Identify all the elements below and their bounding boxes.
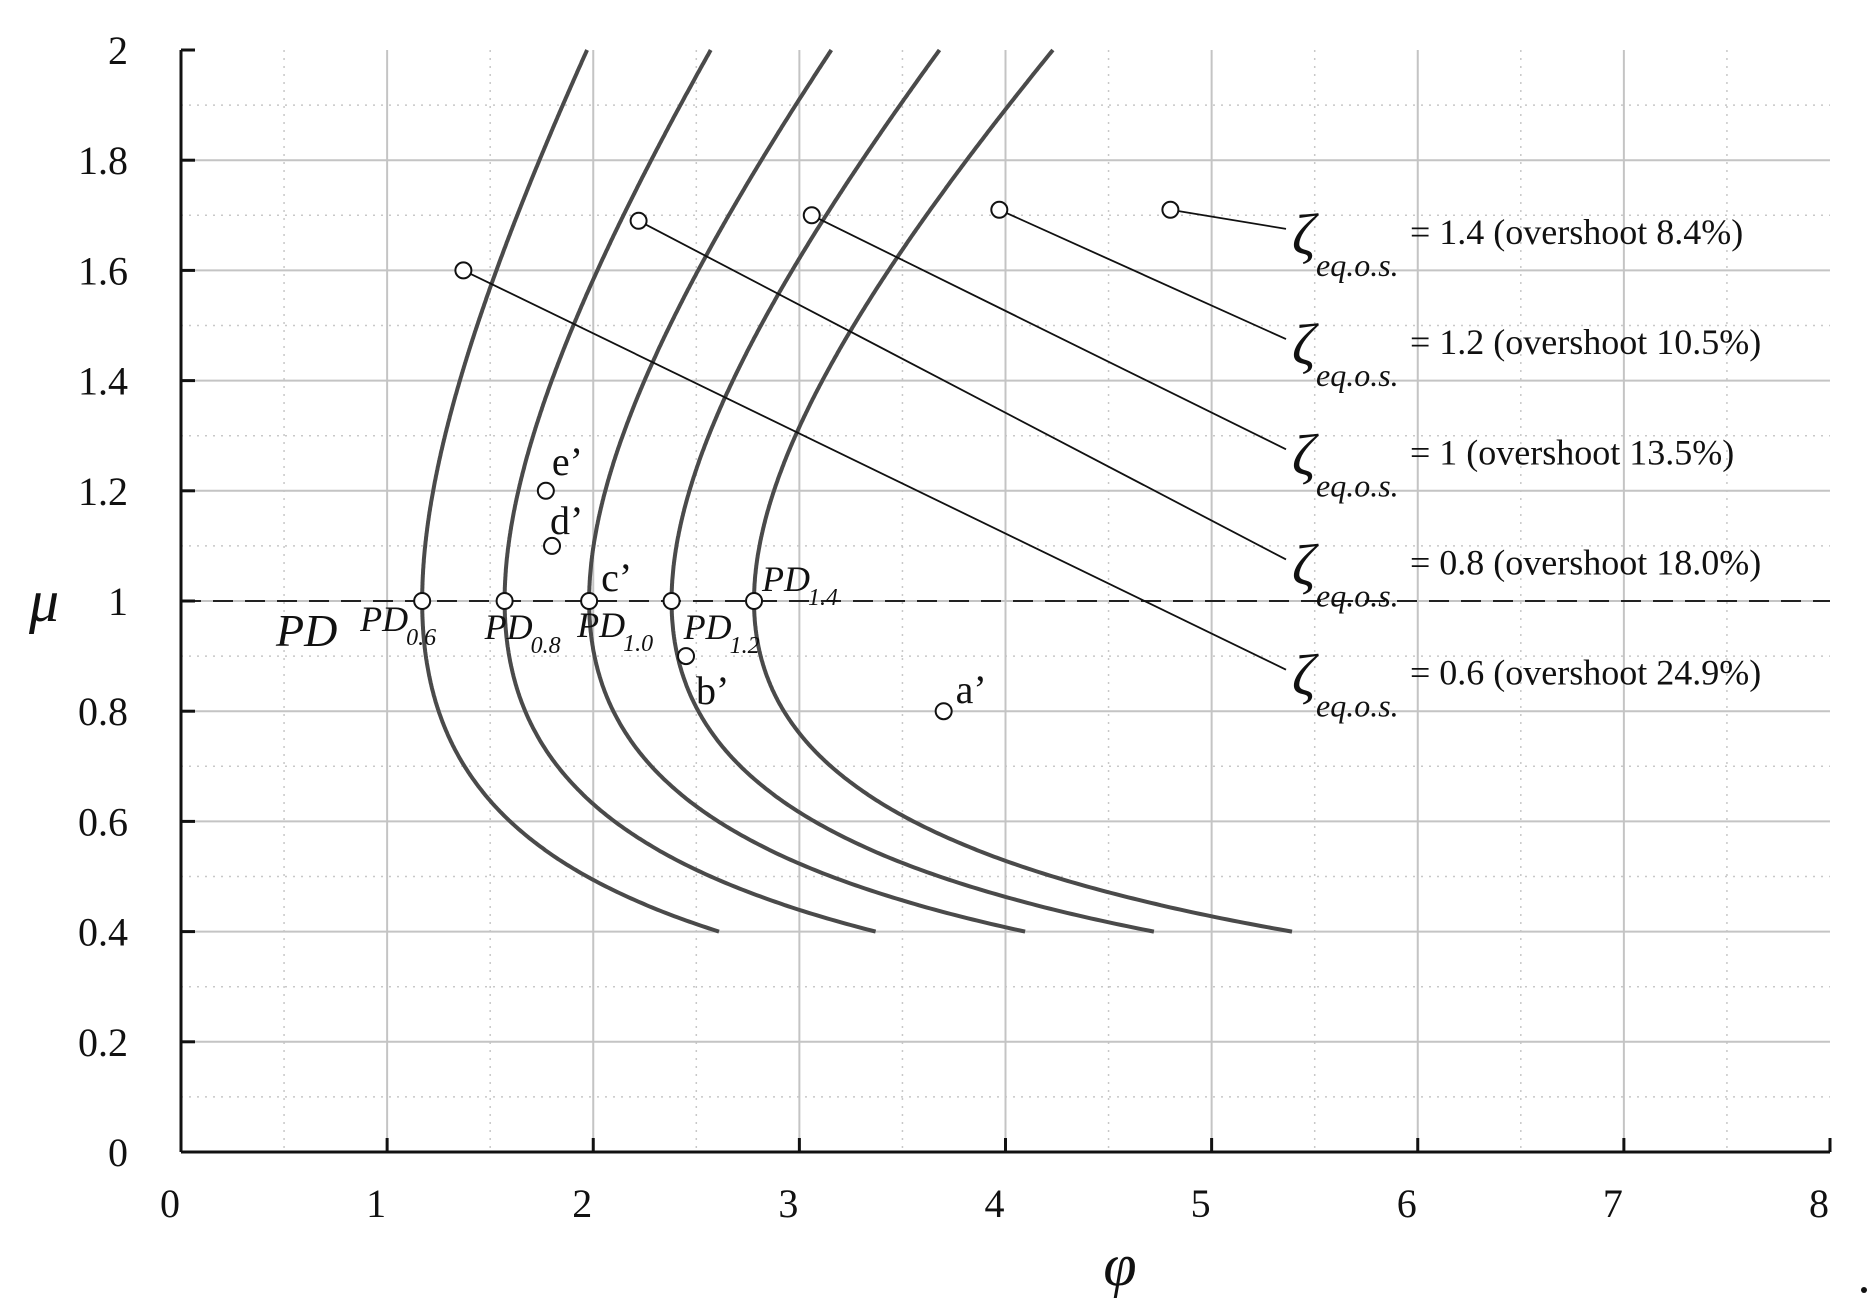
annotation-leader-line bbox=[1170, 208, 1287, 230]
curve-zeta-1.4 bbox=[752, 48, 1293, 934]
zeta-subscript: eq.o.s. bbox=[1316, 688, 1399, 724]
annotation-marker-point bbox=[454, 261, 473, 280]
zeta-symbol: ζ bbox=[1292, 312, 1319, 377]
marker-points bbox=[413, 200, 1180, 721]
x-tick-label: 8 bbox=[1809, 1181, 1829, 1226]
y-tick-label: 1.2 bbox=[78, 469, 128, 514]
zeta-symbol: ζ bbox=[1292, 422, 1319, 487]
pd-marker-point bbox=[745, 592, 764, 610]
y-tick-label: 1.6 bbox=[78, 248, 128, 293]
pd-point-subscript: 1.4 bbox=[808, 585, 838, 611]
curve-zeta-1 bbox=[587, 48, 1026, 934]
pd-marker-point bbox=[413, 592, 432, 610]
pd-point-subscript: 0.8 bbox=[531, 633, 561, 659]
pd-point-label: PD bbox=[359, 599, 408, 639]
curves bbox=[420, 48, 1293, 934]
trailing-dot bbox=[1861, 1287, 1867, 1293]
zeta-subscript: eq.o.s. bbox=[1316, 247, 1399, 283]
point-label: d’ bbox=[550, 498, 583, 543]
annotation-marker-point bbox=[1161, 200, 1180, 219]
y-tick-label: 0.8 bbox=[78, 689, 128, 734]
pd-point-label: PD bbox=[761, 559, 810, 599]
zeta-subscript: eq.o.s. bbox=[1316, 467, 1399, 503]
labeled-marker-point bbox=[677, 647, 696, 666]
y-axis-title: μ bbox=[28, 568, 59, 634]
curve-zeta-0.8 bbox=[502, 49, 877, 934]
reference-line-label: PD bbox=[275, 605, 337, 656]
point-label: e’ bbox=[552, 439, 583, 484]
labeled-marker-point bbox=[934, 702, 953, 721]
x-tick-label: 7 bbox=[1603, 1181, 1623, 1226]
zeta-subscript: eq.o.s. bbox=[1316, 577, 1399, 613]
annotation-leader-line bbox=[462, 269, 1287, 671]
zeta-symbol: ζ bbox=[1292, 643, 1319, 708]
annotation-leader-line bbox=[811, 214, 1287, 451]
overshoot-annotation-text: = 0.6 (overshoot 24.9%) bbox=[1410, 653, 1761, 693]
annotation-marker-point bbox=[629, 211, 648, 230]
x-tick-label: 3 bbox=[778, 1181, 798, 1226]
x-axis-title: φ bbox=[1103, 1232, 1136, 1298]
curve-zeta-0.6 bbox=[420, 49, 720, 934]
x-tick-label: 4 bbox=[985, 1181, 1005, 1226]
x-tick-label: 0 bbox=[160, 1181, 180, 1226]
x-tick-label: 5 bbox=[1191, 1181, 1211, 1226]
pd-marker-point bbox=[580, 592, 599, 610]
annotation-leader-line bbox=[998, 208, 1287, 340]
annotation-marker-point bbox=[990, 200, 1009, 219]
pd-point-label: PD bbox=[683, 607, 732, 647]
pd-point-subscript: 1.2 bbox=[730, 633, 760, 659]
y-tick-label: 0.4 bbox=[78, 910, 128, 955]
overshoot-annotation-text: = 1 (overshoot 13.5%) bbox=[1410, 432, 1734, 472]
annotation-leader-lines bbox=[462, 208, 1287, 671]
pd-point-subscript: 1.0 bbox=[623, 631, 653, 657]
overshoot-annotation-text: = 0.8 (overshoot 18.0%) bbox=[1410, 542, 1761, 582]
pd-point-label: PD bbox=[484, 607, 533, 647]
pd-marker-point bbox=[495, 592, 514, 610]
point-label: c’ bbox=[601, 555, 632, 600]
annotation-leader-line bbox=[638, 220, 1287, 561]
y-tick-label: 0.2 bbox=[78, 1020, 128, 1065]
y-tick-label: 0 bbox=[108, 1130, 128, 1175]
y-tick-label: 2 bbox=[108, 28, 128, 73]
x-tick-label: 6 bbox=[1397, 1181, 1417, 1226]
y-tick-label: 0.6 bbox=[78, 799, 128, 844]
overshoot-annotation-text: = 1.2 (overshoot 10.5%) bbox=[1410, 322, 1761, 362]
y-tick-label: 1 bbox=[108, 579, 128, 624]
x-tick-label: 2 bbox=[572, 1181, 592, 1226]
annotation-marker-point bbox=[802, 206, 821, 225]
x-tick-label: 1 bbox=[366, 1181, 386, 1226]
axes bbox=[179, 48, 1832, 1154]
pd-point-label: PD bbox=[576, 605, 625, 645]
labeled-marker-point bbox=[543, 536, 562, 555]
point-label: a’ bbox=[956, 667, 987, 712]
point-label: b’ bbox=[696, 668, 729, 713]
y-tick-label: 1.4 bbox=[78, 359, 128, 404]
zeta-subscript: eq.o.s. bbox=[1316, 357, 1399, 393]
zeta-symbol: ζ bbox=[1292, 532, 1319, 597]
overshoot-annotation-text: = 1.4 (overshoot 8.4%) bbox=[1410, 212, 1743, 252]
labeled-marker-point bbox=[536, 481, 555, 500]
curve-zeta-1.2 bbox=[669, 48, 1155, 934]
pd-point-subscript: 0.6 bbox=[406, 625, 436, 651]
pd-marker-point bbox=[662, 592, 681, 610]
labels: ζ eq.o.s.= 1.4 (overshoot 8.4%)ζ eq.o.s.= … bbox=[28, 28, 1867, 1298]
zeta-symbol: ζ bbox=[1292, 202, 1319, 267]
y-tick-label: 1.8 bbox=[78, 138, 128, 183]
